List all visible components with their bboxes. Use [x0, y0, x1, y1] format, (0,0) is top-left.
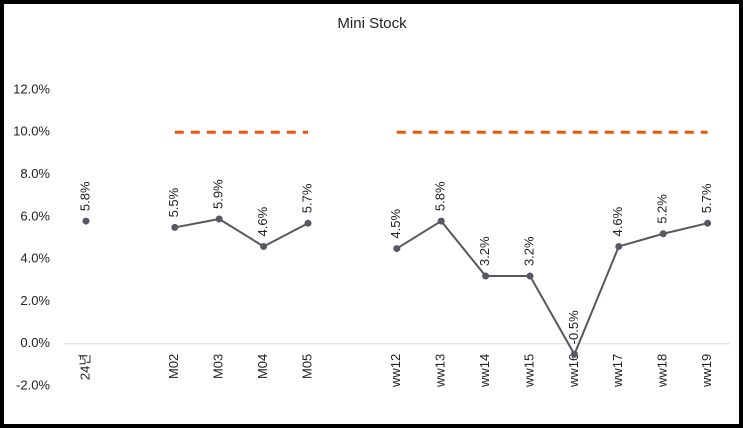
- y-tick-label: 2.0%: [20, 293, 50, 308]
- data-label: 5.8%: [433, 181, 448, 211]
- x-tick-label: ww15: [521, 354, 536, 388]
- x-tick-label: ww14: [477, 354, 492, 388]
- series-line: [174, 217, 309, 248]
- data-point: [215, 215, 223, 223]
- data-point: [526, 272, 534, 280]
- y-tick-label: 4.0%: [20, 251, 50, 266]
- data-label: 5.9%: [211, 179, 226, 209]
- y-tick-label: 0.0%: [20, 335, 50, 350]
- data-point: [704, 219, 712, 227]
- x-tick-label: ww18: [655, 354, 670, 388]
- data-point: [82, 217, 90, 225]
- data-label: 5.2%: [655, 194, 670, 224]
- x-tick-label: ww16: [566, 354, 581, 388]
- chart-title: Mini Stock: [337, 15, 407, 32]
- data-label: 5.5%: [166, 187, 181, 217]
- x-tick-label: M02: [166, 354, 181, 379]
- x-tick-label: ww13: [433, 354, 448, 388]
- y-tick-label: 12.0%: [13, 81, 50, 96]
- data-point: [482, 272, 490, 280]
- data-point: [393, 245, 401, 253]
- x-tick-label: ww12: [388, 354, 403, 388]
- x-tick-label: ww19: [699, 354, 714, 388]
- data-label: -0.5%: [566, 310, 581, 344]
- x-tick-label: ww17: [610, 354, 625, 388]
- data-label: 3.2%: [477, 236, 492, 266]
- data-label: 5.7%: [299, 183, 314, 213]
- data-point: [171, 223, 179, 231]
- y-tick-label: 6.0%: [20, 208, 50, 223]
- data-point: [437, 217, 445, 225]
- data-point: [304, 219, 312, 227]
- x-tick-label: M04: [255, 354, 270, 379]
- x-tick-label: M05: [299, 354, 314, 379]
- data-label: 5.7%: [699, 183, 714, 213]
- x-tick-label: 24년: [77, 354, 92, 380]
- chart-background: [4, 4, 739, 424]
- data-point: [615, 242, 623, 250]
- data-label: 4.5%: [388, 208, 403, 238]
- y-tick-label: 10.0%: [13, 124, 50, 139]
- data-label: 5.8%: [77, 181, 92, 211]
- data-point: [659, 230, 667, 238]
- data-label: 3.2%: [521, 236, 536, 266]
- data-point: [570, 350, 578, 358]
- data-label: 4.6%: [610, 206, 625, 236]
- data-label: 4.6%: [255, 206, 270, 236]
- y-tick-label: -2.0%: [16, 377, 50, 392]
- x-tick-label: M03: [211, 354, 226, 379]
- data-point: [260, 242, 268, 250]
- series-line: [396, 219, 708, 357]
- y-tick-label: 8.0%: [20, 166, 50, 181]
